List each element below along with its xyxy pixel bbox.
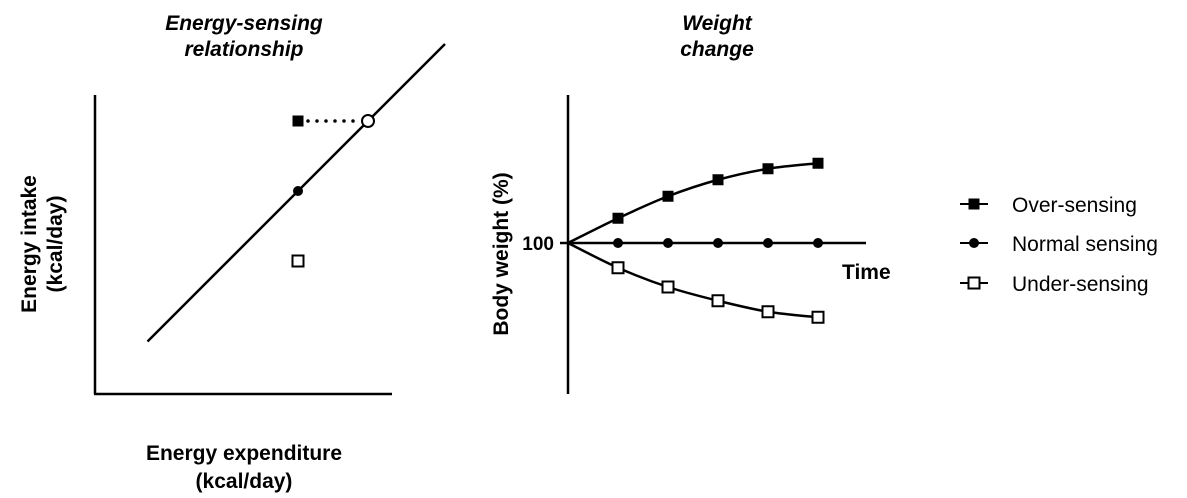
normal-sensing-marker [713, 238, 723, 248]
normal-sensing-marker [663, 238, 673, 248]
normal-sensing-point [293, 186, 303, 196]
over-sensing-line [567, 162, 819, 245]
right-title-line-2: change [680, 38, 754, 61]
under-sensing-marker [611, 261, 625, 275]
legend-label-normal-sensing: Normal sensing [1012, 233, 1158, 256]
right-ylabel: Body weight (%) [490, 172, 513, 335]
legend-label-over-sensing: Over-sensing [1012, 194, 1137, 217]
over-sensing-point [292, 115, 304, 127]
left-ylabel-line-2: (kcal/day) [44, 196, 67, 293]
legend-marker-over-sensing [968, 198, 980, 210]
ytick-label-100: 100 [522, 234, 554, 255]
under-sensing-marker [661, 280, 675, 294]
energy-sensing-panel: Energy-sensing relationship Energy intak… [18, 12, 446, 493]
right-marks [567, 157, 825, 324]
normal-sensing-marker [813, 238, 823, 248]
weight-change-panel: Weight change 100 Time Body weight (%) [490, 12, 891, 394]
over-sensing-marker [762, 163, 774, 175]
left-title-line-2: relationship [184, 38, 303, 61]
under-sensing-point [291, 254, 305, 268]
left-title-line-1: Energy-sensing [165, 12, 323, 35]
over-sensing-marker [612, 212, 624, 224]
normal-sensing-marker [763, 238, 773, 248]
under-sensing-marker [761, 305, 775, 319]
projected-point [361, 114, 375, 128]
right-title-line-1: Weight [682, 12, 753, 35]
legend-marker-under-sensing [967, 276, 981, 290]
under-sensing-marker [811, 310, 825, 324]
legend-markers [960, 198, 988, 290]
time-axis-label: Time [842, 261, 891, 284]
normal-sensing-marker [613, 238, 623, 248]
under-sensing-marker [711, 294, 725, 308]
over-sensing-marker [812, 157, 824, 169]
left-ylabel-line-1: Energy intake [18, 175, 41, 313]
legend-label-under-sensing: Under-sensing [1012, 273, 1149, 296]
over-sensing-marker [662, 190, 674, 202]
legend: Over-sensing Normal sensing Under-sensin… [960, 194, 1158, 296]
left-marks [146, 43, 446, 343]
left-xlabel-line-1: Energy expenditure [146, 442, 342, 465]
over-sensing-marker [712, 174, 724, 186]
left-xlabel-line-2: (kcal/day) [196, 470, 293, 493]
under-sensing-line [567, 241, 819, 319]
legend-marker-normal-sensing [969, 238, 979, 248]
